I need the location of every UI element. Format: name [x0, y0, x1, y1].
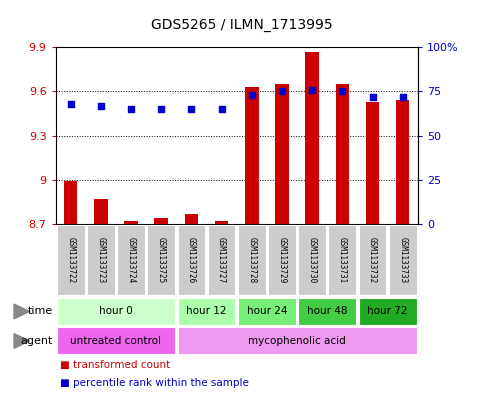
Point: [399, 94, 407, 100]
Point: [369, 94, 376, 100]
Text: GSM1133726: GSM1133726: [187, 237, 196, 283]
FancyBboxPatch shape: [238, 298, 296, 325]
Text: GSM1133733: GSM1133733: [398, 237, 407, 283]
Point: [248, 92, 256, 98]
Text: mycophenolic acid: mycophenolic acid: [248, 336, 346, 346]
Point: [67, 101, 74, 107]
Bar: [64, 181, 77, 224]
Bar: [94, 199, 108, 224]
FancyBboxPatch shape: [57, 327, 175, 354]
Text: hour 48: hour 48: [307, 307, 347, 316]
Point: [308, 86, 316, 93]
Bar: [396, 100, 410, 224]
Text: GDS5265 / ILMN_1713995: GDS5265 / ILMN_1713995: [151, 18, 332, 32]
Text: hour 12: hour 12: [186, 307, 227, 316]
Text: hour 24: hour 24: [247, 307, 287, 316]
Text: ■ percentile rank within the sample: ■ percentile rank within the sample: [60, 378, 249, 388]
Bar: [366, 102, 379, 224]
FancyBboxPatch shape: [208, 226, 236, 295]
Text: GSM1133727: GSM1133727: [217, 237, 226, 283]
Text: GSM1133732: GSM1133732: [368, 237, 377, 283]
FancyBboxPatch shape: [178, 327, 417, 354]
Bar: [155, 218, 168, 224]
Point: [339, 88, 346, 94]
Bar: [305, 51, 319, 224]
Text: time: time: [28, 307, 53, 316]
FancyBboxPatch shape: [389, 226, 416, 295]
Point: [157, 106, 165, 112]
FancyBboxPatch shape: [358, 226, 386, 295]
Bar: [124, 221, 138, 224]
Point: [127, 106, 135, 112]
Bar: [185, 214, 198, 224]
FancyBboxPatch shape: [358, 298, 416, 325]
Bar: [215, 221, 228, 224]
Point: [97, 102, 105, 108]
Text: GSM1133725: GSM1133725: [156, 237, 166, 283]
Point: [218, 106, 226, 112]
Text: GSM1133722: GSM1133722: [66, 237, 75, 283]
Text: untreated control: untreated control: [71, 336, 161, 346]
FancyBboxPatch shape: [298, 298, 356, 325]
FancyBboxPatch shape: [117, 226, 145, 295]
FancyBboxPatch shape: [268, 226, 296, 295]
FancyBboxPatch shape: [178, 298, 236, 325]
Text: GSM1133731: GSM1133731: [338, 237, 347, 283]
Bar: [245, 87, 258, 224]
FancyBboxPatch shape: [238, 226, 266, 295]
Text: GSM1133723: GSM1133723: [96, 237, 105, 283]
FancyBboxPatch shape: [147, 226, 175, 295]
Text: hour 0: hour 0: [99, 307, 133, 316]
Polygon shape: [14, 304, 29, 319]
Text: hour 72: hour 72: [368, 307, 408, 316]
Text: agent: agent: [21, 336, 53, 346]
FancyBboxPatch shape: [87, 226, 115, 295]
Polygon shape: [14, 334, 29, 348]
Bar: [336, 84, 349, 224]
Point: [278, 88, 286, 94]
FancyBboxPatch shape: [328, 226, 356, 295]
FancyBboxPatch shape: [57, 226, 85, 295]
FancyBboxPatch shape: [57, 298, 175, 325]
Point: [187, 106, 195, 112]
Bar: [275, 84, 289, 224]
Text: GSM1133729: GSM1133729: [277, 237, 286, 283]
FancyBboxPatch shape: [178, 226, 205, 295]
Text: ■ transformed count: ■ transformed count: [60, 360, 170, 369]
FancyBboxPatch shape: [298, 226, 326, 295]
Text: GSM1133730: GSM1133730: [308, 237, 317, 283]
Text: GSM1133728: GSM1133728: [247, 237, 256, 283]
Text: GSM1133724: GSM1133724: [127, 237, 136, 283]
